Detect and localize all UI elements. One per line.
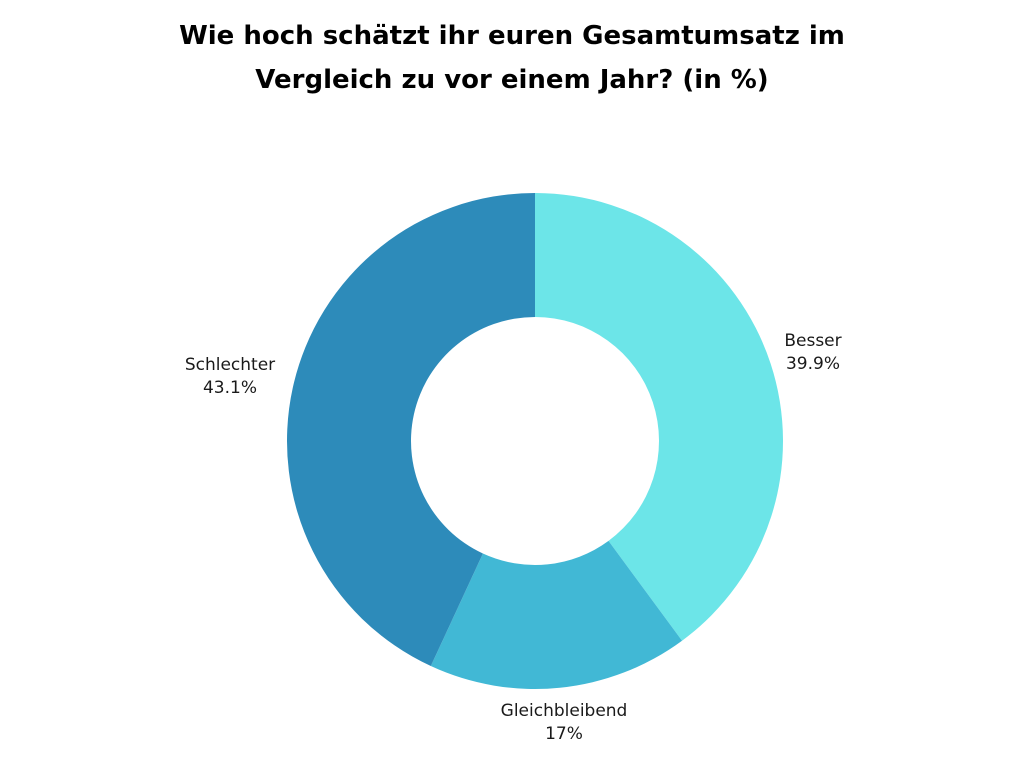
chart-title-line-1: Wie hoch schätzt ihr euren Gesamtumsatz …: [179, 21, 845, 51]
slice-label-besser: Besser: [784, 331, 841, 351]
slice-gleichbleibend: [430, 540, 683, 689]
slice-value-schlechter: 43.1%: [203, 378, 257, 398]
slice-label-gleichbleibend: Gleichbleibend: [501, 701, 628, 721]
chart-title-line-2: Vergleich zu vor einem Jahr? (in %): [255, 65, 769, 95]
slice-label-schlechter: Schlechter: [185, 355, 275, 375]
slice-besser: [535, 193, 784, 641]
slice-value-besser: 39.9%: [786, 354, 840, 374]
slice-value-gleichbleibend: 17%: [545, 724, 583, 744]
chart-title: Wie hoch schätzt ihr euren Gesamtumsatz …: [0, 14, 1024, 102]
slice-schlechter: [286, 192, 535, 667]
